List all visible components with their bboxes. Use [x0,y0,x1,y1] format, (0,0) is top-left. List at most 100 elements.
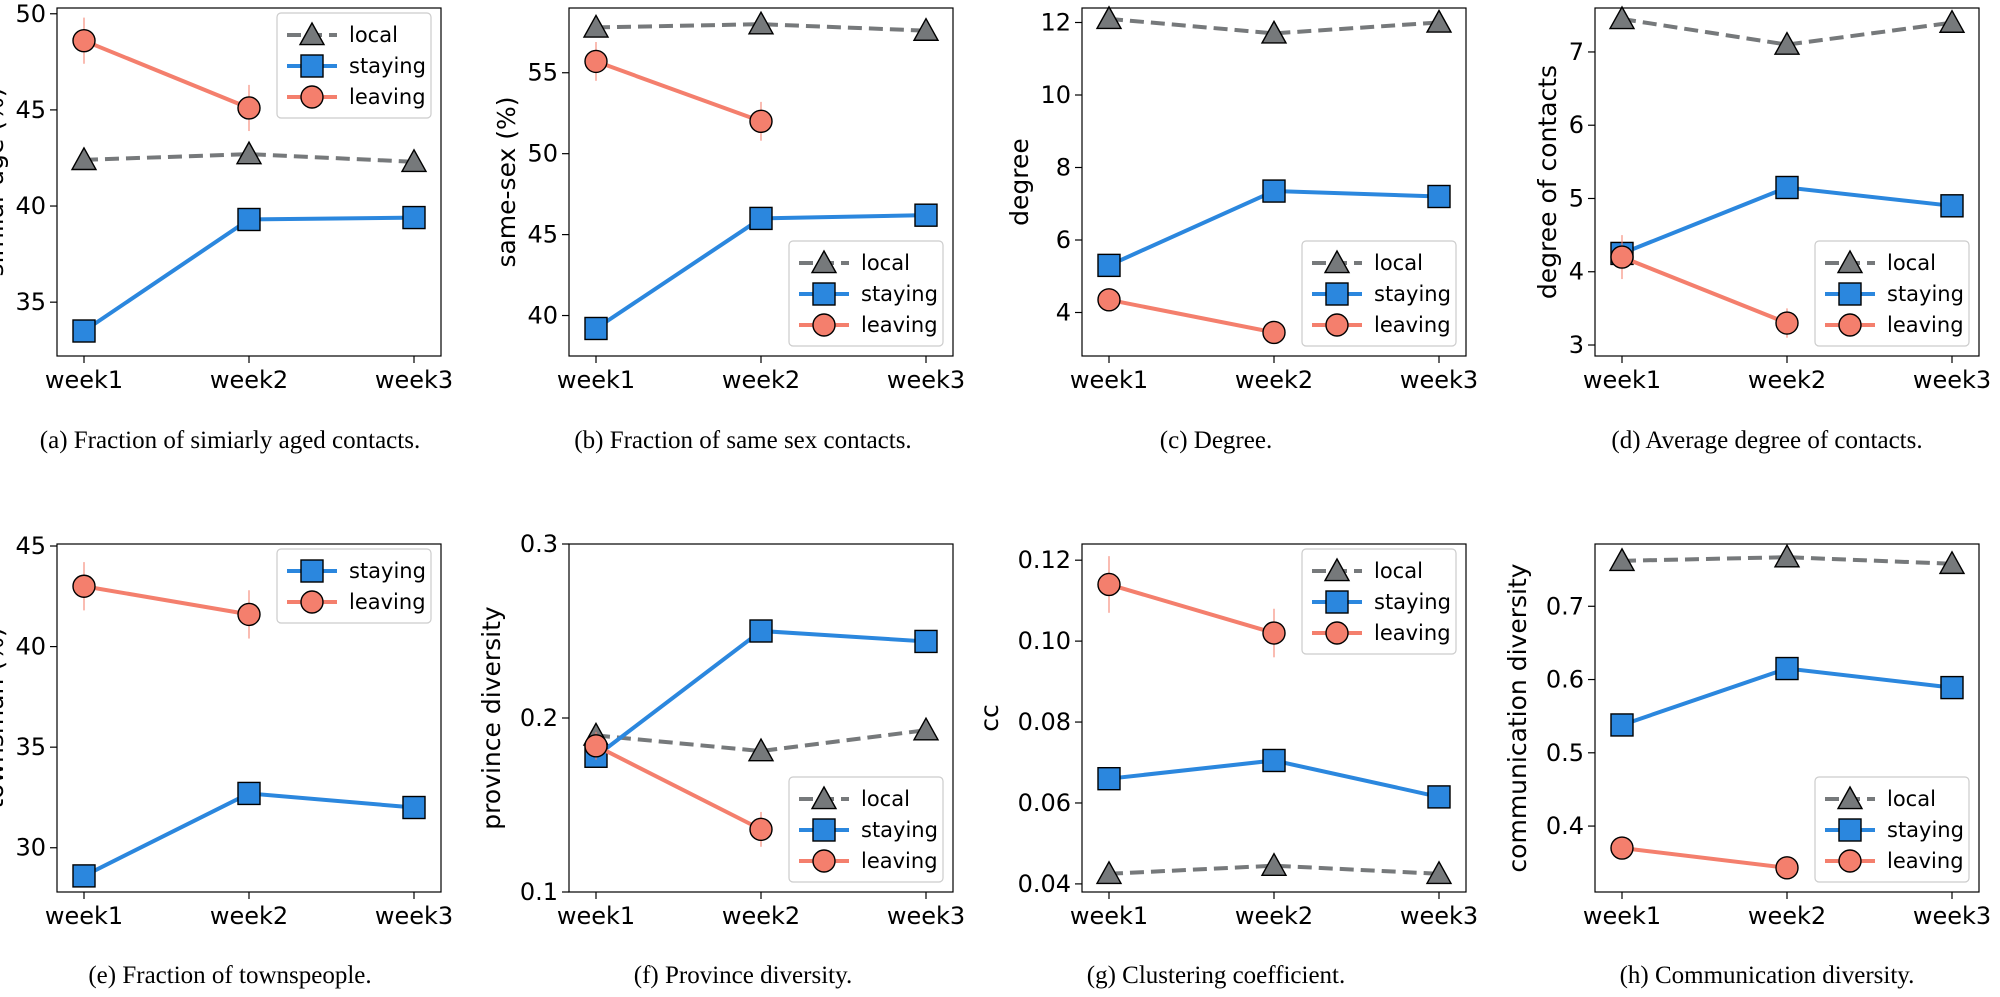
data-point [1610,713,1634,737]
data-point [749,817,773,842]
caption: (a) Fraction of simiarly aged contacts. [40,427,420,454]
series-line [595,728,927,754]
series-leaving [584,41,773,141]
y-axis-label: degree of contacts [1533,65,1562,299]
series-leaving [1610,235,1799,338]
y-tick-label: 10 [1040,81,1071,109]
legend-marker [300,54,324,78]
data-point [72,864,96,888]
y-tick-label: 7 [1569,38,1584,66]
chart-2: 40 45 50 55 week1 week2 week3 same-sex (%) local… [492,7,965,454]
x-tick-label: week2 [210,902,288,930]
data-point [1097,766,1121,791]
data-point [1775,311,1799,335]
chart-1: 35 40 45 50 week1 week2 week3 similar-age (%) lo… [0,0,453,454]
legend-marker [812,282,836,306]
series-staying [72,781,426,888]
y-tick-label: 40 [15,633,46,661]
legend-marker [1325,590,1349,614]
x-tick-label: week3 [375,902,453,930]
chart-7: 0.04 0.06 0.08 0.10 0.12 week1 week2 week3 cc loc… [975,543,1478,989]
series-leaving [1097,288,1286,345]
legend-marker [1836,785,1864,810]
data-point [1427,184,1451,209]
x-tick-label: week2 [722,366,800,394]
legend-marker [1325,621,1349,645]
chart-8: 0.4 0.5 0.6 0.7 week1 week2 week3 communication… [1503,543,1991,989]
series-leaving [72,562,261,639]
data-point [1097,572,1121,597]
series-local [1608,543,1966,575]
y-tick-label: 0.10 [1018,627,1071,655]
series-staying [584,203,938,341]
data-point [1425,860,1453,885]
legend-marker [1325,282,1349,306]
data-point [582,13,610,38]
series-line [1621,255,1788,325]
data-point [1610,836,1634,860]
y-tick-label: 35 [15,733,46,761]
legend-label-staying: staying [861,818,938,842]
y-tick-label: 3 [1569,331,1584,359]
data-point [1260,19,1288,44]
legend-marker [810,249,838,274]
x-tick-label: week1 [557,902,635,930]
data-point [1608,5,1636,30]
data-point [72,319,96,343]
data-point [1260,852,1288,876]
data-point [1775,656,1799,681]
caption: (g) Clustering coefficient. [1087,962,1345,989]
caption: (c) Degree. [1160,427,1272,454]
x-tick-label: week1 [1583,902,1661,930]
data-point [72,574,96,598]
y-tick-label: 35 [15,288,46,316]
data-point [1262,748,1286,773]
data-point [237,781,261,806]
data-point [1608,547,1636,572]
data-point [237,602,261,627]
x-tick-label: week1 [1583,366,1661,394]
series-staying [1097,179,1451,278]
y-tick-label: 45 [527,221,558,249]
series-local [1608,5,1966,55]
x-tick-label: week1 [45,902,123,930]
legend: local staying leaving [1301,240,1457,347]
data-point [1097,288,1121,312]
legend: staying leaving [276,548,432,624]
x-tick-label: week1 [1070,902,1148,930]
y-tick-label: 0.04 [1018,870,1071,898]
y-tick-label: 0.2 [520,704,558,732]
x-tick-label: week3 [1913,902,1991,930]
data-point [1262,320,1286,345]
data-point [1097,253,1121,278]
legend-label-leaving: leaving [1887,849,1964,873]
series-line [595,59,762,124]
x-tick-label: week3 [375,366,453,394]
series-line [83,152,415,164]
x-tick-label: week2 [722,902,800,930]
y-tick-label: 6 [1056,226,1071,254]
x-tick-label: week3 [1400,366,1478,394]
x-tick-label: week1 [1070,366,1148,394]
data-point [1940,194,1964,218]
legend: local staying leaving [1814,776,1970,883]
y-tick-label: 0.6 [1546,666,1584,694]
series-line [1621,846,1788,870]
data-point [749,619,773,643]
legend-marker [1838,818,1862,842]
caption: (f) Province diversity. [634,962,852,989]
legend: local staying leaving [276,12,432,119]
y-tick-label: 0.12 [1018,546,1071,574]
legend-label-leaving: leaving [1887,313,1964,337]
legend-marker [298,21,326,46]
x-tick-label: week3 [887,902,965,930]
legend-marker [1323,557,1351,582]
series-local [1095,5,1453,44]
legend-marker [1325,313,1349,337]
series-line [1621,17,1953,47]
series-staying [1097,748,1451,809]
data-point [914,629,938,654]
series-local [582,10,940,41]
legend-marker [812,818,836,842]
y-tick-label: 50 [527,140,558,168]
